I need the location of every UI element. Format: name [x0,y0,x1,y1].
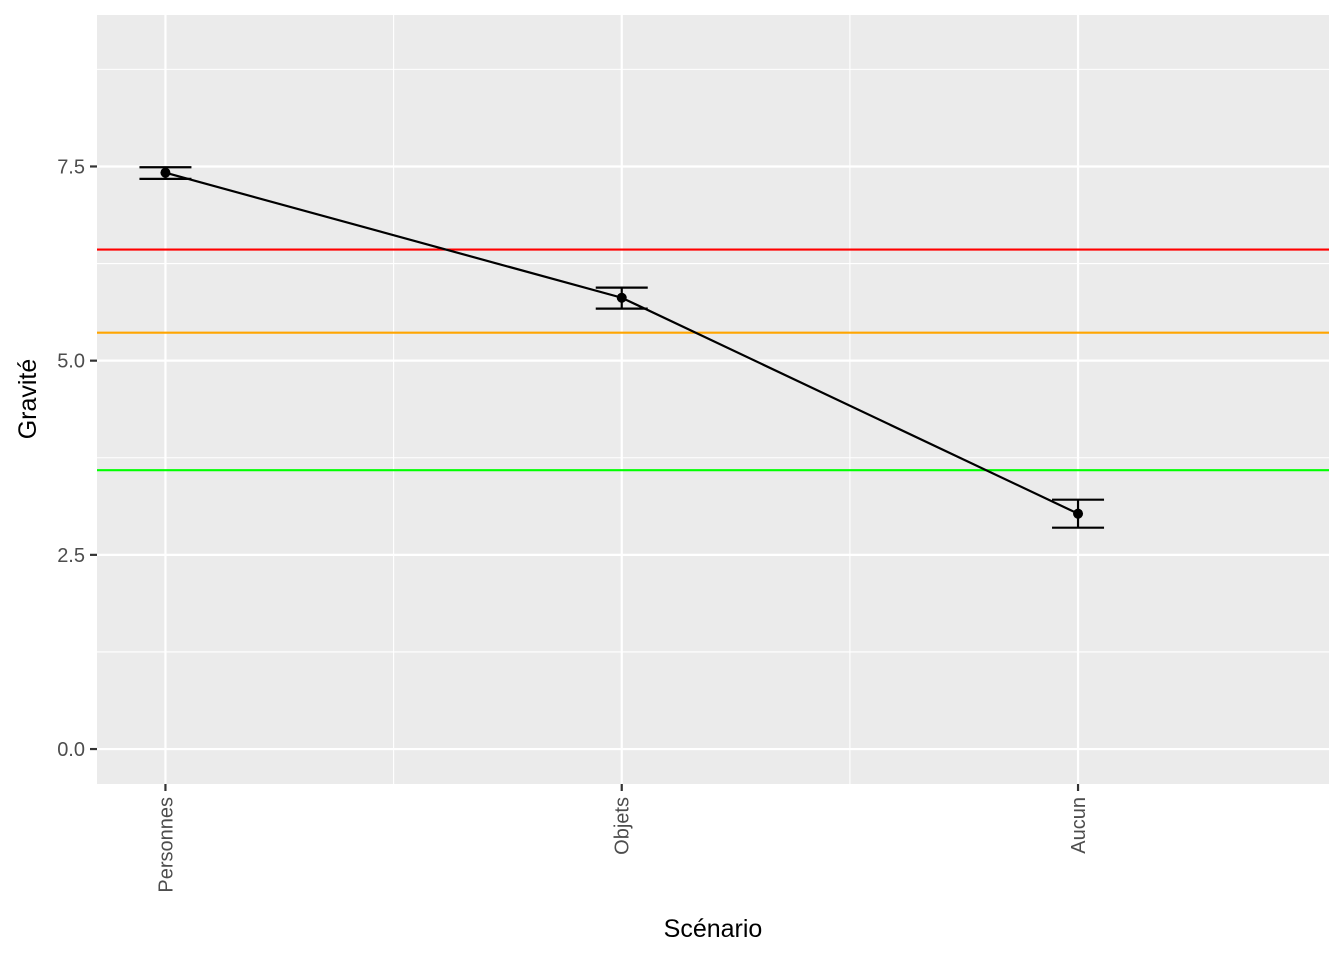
series [139,166,1105,529]
data-point [616,292,627,303]
y-axis-title: Gravité [14,359,42,440]
grid-minor [97,15,1329,784]
x-axis-title: Scénario [664,915,763,943]
y-tick-label: 7.5 [57,156,85,178]
x-axis: Personnes Objets Aucun [155,784,1090,893]
y-tick-label: 0.0 [57,739,85,761]
y-tick-label: 2.5 [57,545,85,567]
data-point [160,167,171,178]
reference-lines [97,248,1329,472]
x-tick-label: Aucun [1068,797,1090,854]
x-tick-label: Objets [612,797,634,855]
x-tick-label: Personnes [155,797,177,893]
grid-major [97,15,1329,784]
y-tick-label: 5.0 [57,351,85,373]
data-point [1073,508,1084,519]
y-axis: 0.0 2.5 5.0 7.5 [57,156,97,761]
plot-panel [97,15,1329,784]
